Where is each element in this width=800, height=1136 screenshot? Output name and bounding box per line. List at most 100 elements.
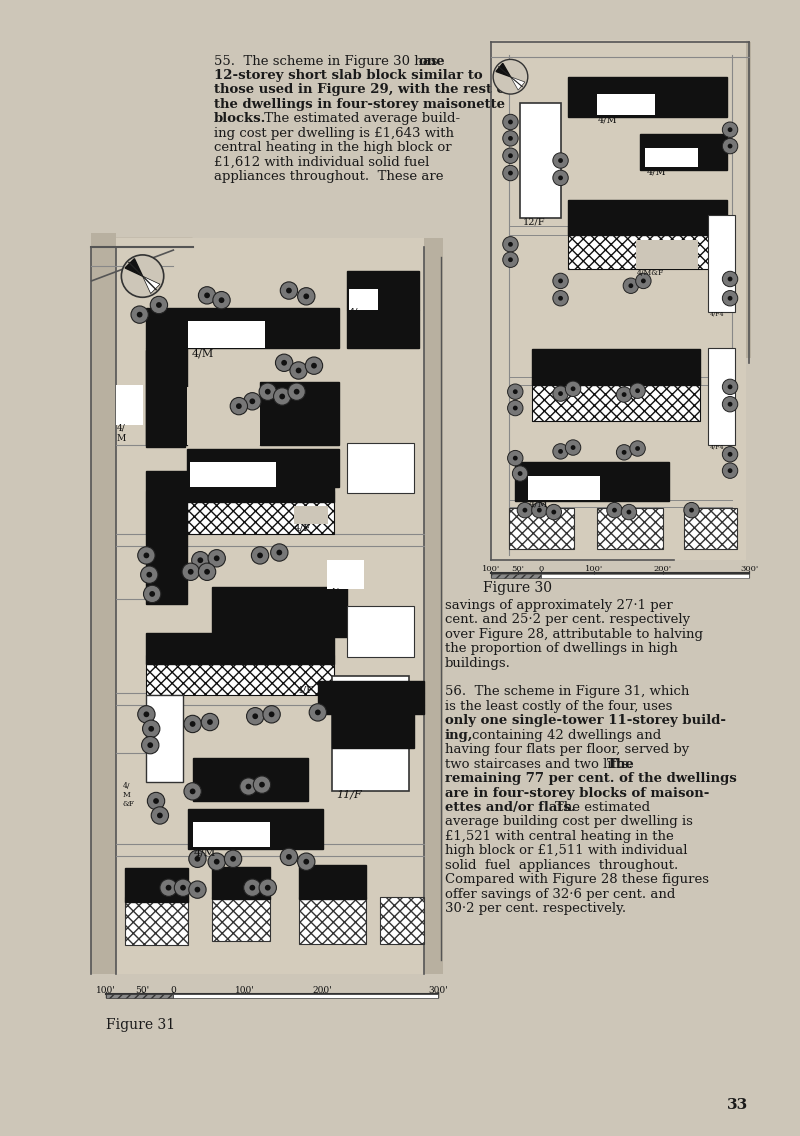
Circle shape bbox=[250, 885, 255, 891]
Text: two staircases and two lifts.: two staircases and two lifts. bbox=[445, 758, 641, 770]
Circle shape bbox=[244, 393, 261, 410]
Circle shape bbox=[532, 502, 547, 518]
Bar bbox=[146, 654, 334, 695]
Circle shape bbox=[277, 550, 282, 556]
Text: one: one bbox=[418, 55, 445, 67]
Bar bbox=[332, 676, 410, 792]
Bar bbox=[528, 476, 600, 500]
Circle shape bbox=[252, 713, 258, 719]
Circle shape bbox=[214, 859, 219, 864]
Bar bbox=[532, 349, 700, 385]
Circle shape bbox=[513, 406, 518, 410]
Text: 30·2 per cent. respectively.: 30·2 per cent. respectively. bbox=[445, 902, 626, 916]
Text: Figure 30: Figure 30 bbox=[483, 582, 553, 595]
Bar bbox=[298, 897, 366, 944]
Circle shape bbox=[138, 705, 155, 722]
Text: are in four-storey blocks of maison-: are in four-storey blocks of maison- bbox=[445, 786, 710, 800]
Bar bbox=[146, 491, 334, 534]
Circle shape bbox=[553, 291, 568, 306]
Circle shape bbox=[722, 463, 738, 478]
Circle shape bbox=[507, 451, 523, 466]
Circle shape bbox=[630, 441, 646, 457]
Bar bbox=[636, 241, 698, 269]
Circle shape bbox=[622, 504, 637, 520]
Polygon shape bbox=[142, 276, 160, 293]
Circle shape bbox=[259, 782, 265, 787]
Circle shape bbox=[157, 812, 162, 818]
Bar bbox=[708, 349, 735, 444]
Circle shape bbox=[259, 383, 277, 400]
Circle shape bbox=[641, 278, 646, 283]
Bar bbox=[491, 574, 542, 577]
Circle shape bbox=[274, 387, 291, 406]
Circle shape bbox=[225, 850, 242, 868]
Text: 200': 200' bbox=[313, 986, 333, 995]
Text: 4/M: 4/M bbox=[529, 500, 548, 509]
Bar bbox=[212, 587, 346, 637]
Circle shape bbox=[250, 399, 255, 404]
Circle shape bbox=[636, 274, 651, 289]
Bar bbox=[260, 382, 339, 444]
Circle shape bbox=[194, 887, 200, 893]
Text: having four flats per floor, served by: having four flats per floor, served by bbox=[445, 743, 690, 757]
Bar bbox=[298, 864, 366, 900]
Circle shape bbox=[166, 885, 171, 891]
Text: 33: 33 bbox=[727, 1097, 749, 1112]
Bar bbox=[188, 321, 265, 349]
Circle shape bbox=[722, 291, 738, 306]
Circle shape bbox=[630, 383, 646, 399]
Bar bbox=[597, 508, 662, 549]
Text: 4/F: 4/F bbox=[297, 685, 314, 694]
Text: 12/F: 12/F bbox=[523, 217, 546, 226]
Bar bbox=[597, 94, 655, 115]
Circle shape bbox=[306, 357, 322, 375]
Circle shape bbox=[208, 550, 226, 567]
Circle shape bbox=[518, 502, 533, 518]
Bar bbox=[146, 349, 187, 444]
Text: 300': 300' bbox=[740, 565, 758, 573]
Circle shape bbox=[684, 502, 699, 518]
Bar bbox=[327, 560, 364, 590]
Circle shape bbox=[180, 885, 186, 891]
Bar bbox=[509, 508, 574, 549]
Circle shape bbox=[722, 446, 738, 462]
Circle shape bbox=[122, 254, 164, 298]
Text: Compared with Figure 28 these figures: Compared with Figure 28 these figures bbox=[445, 874, 709, 886]
Text: blocks.: blocks. bbox=[214, 112, 266, 125]
Text: Figure 31: Figure 31 bbox=[106, 1018, 175, 1031]
Circle shape bbox=[230, 855, 236, 862]
Bar bbox=[542, 574, 750, 577]
Circle shape bbox=[558, 391, 563, 396]
Circle shape bbox=[160, 879, 178, 896]
Circle shape bbox=[147, 742, 153, 747]
Text: buildings.: buildings. bbox=[445, 657, 511, 669]
Bar bbox=[708, 216, 735, 311]
Text: 100': 100' bbox=[96, 986, 116, 995]
Bar bbox=[115, 237, 424, 975]
Circle shape bbox=[143, 552, 150, 558]
Circle shape bbox=[207, 719, 213, 725]
Circle shape bbox=[141, 566, 158, 584]
Circle shape bbox=[558, 278, 563, 283]
Circle shape bbox=[558, 449, 563, 453]
Bar bbox=[126, 897, 188, 945]
Bar bbox=[520, 102, 561, 218]
Bar bbox=[187, 449, 339, 487]
Text: ing cost per dwelling is £1,643 with: ing cost per dwelling is £1,643 with bbox=[214, 127, 454, 140]
Circle shape bbox=[288, 383, 306, 400]
Circle shape bbox=[522, 508, 527, 512]
Text: 4/M: 4/M bbox=[598, 115, 618, 124]
Circle shape bbox=[137, 311, 142, 318]
Text: average building cost per dwelling is: average building cost per dwelling is bbox=[445, 816, 693, 828]
Bar bbox=[532, 381, 700, 420]
Circle shape bbox=[174, 879, 192, 896]
Circle shape bbox=[142, 736, 159, 754]
Circle shape bbox=[553, 444, 568, 459]
Text: The: The bbox=[606, 758, 634, 770]
Text: remaining 77 per cent. of the dwellings: remaining 77 per cent. of the dwellings bbox=[445, 772, 737, 785]
Circle shape bbox=[311, 362, 317, 368]
Circle shape bbox=[502, 115, 518, 130]
Text: 4/
M: 4/ M bbox=[349, 308, 358, 327]
Circle shape bbox=[553, 274, 568, 289]
Circle shape bbox=[298, 853, 315, 870]
